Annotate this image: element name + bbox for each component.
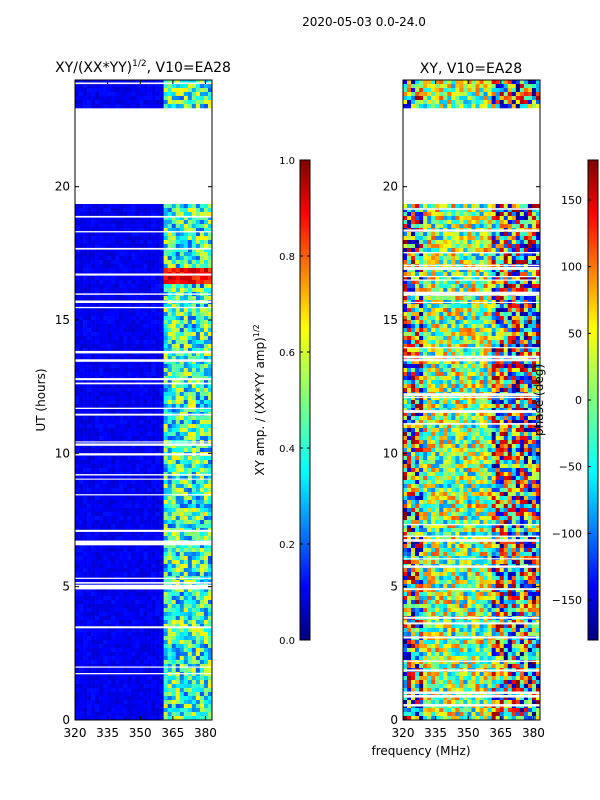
phase-panel-title: XY, V10=EA28 [420,61,522,77]
figure-suptitle: 2020-05-03 0.0-24.0 [302,15,426,29]
phase-x-ticks: 320 335 350 365 380 [392,80,545,740]
amplitude-y-axis-label: UT (hours) [34,368,48,431]
amplitude-heatmap [75,80,213,721]
amplitude-colorbar-tick-label: 0.6 [279,348,295,359]
phase-x-tick-label: 380 [522,726,545,740]
phase-colorbar-tick-label: 100 [561,261,582,274]
phase-colorbar-tick-label: −100 [552,527,582,540]
phase-x-tick-label: 320 [392,726,415,740]
phase-x-tick-label: 350 [457,726,480,740]
amplitude-y-ticks: 0 5 10 15 20 [55,180,212,727]
amplitude-colorbar-ticks: 0.0 0.2 0.4 0.6 0.8 1.0 [279,156,310,647]
phase-colorbar-label: phase (deg) [532,364,546,436]
amplitude-colorbar: 0.0 0.2 0.4 0.6 0.8 1.0 XY amp. / (XX*YY amp)… [252,156,311,647]
phase-colorbar: 150 100 50 0 −50 −100 −150 phase (deg) [532,159,599,641]
phase-heatmap [403,80,541,721]
phase-y-tick-label: 0 [390,713,398,727]
phase-panel: XY, V10=EA28 320 335 350 365 380 0 5 10 15 20 [383,61,545,740]
amplitude-x-tick-label: 365 [161,726,184,740]
amplitude-y-tick-label: 15 [55,313,70,327]
phase-colorbar-tick-label: 50 [568,327,582,340]
amplitude-colorbar-tick-label: 1.0 [279,156,295,167]
shared-x-axis-label: frequency (MHz) [371,744,470,758]
amplitude-colorbar-tick-label: 0.0 [279,636,295,647]
phase-x-tick-label: 335 [424,726,447,740]
phase-y-tick-label: 10 [383,446,398,460]
amplitude-colorbar-tick-label: 0.2 [279,540,295,551]
amplitude-y-tick-label: 10 [55,446,70,460]
phase-colorbar-tick-label: 150 [561,194,582,207]
amplitude-y-tick-label: 20 [55,180,70,194]
amplitude-panel: XY/(XX*YY)1/2, V10=EA28 320 335 350 365 380 … [34,59,231,740]
phase-colorbar-tick-label: −150 [552,594,582,607]
amplitude-colorbar-tick-label: 0.4 [279,444,295,455]
amplitude-x-tick-label: 320 [64,726,87,740]
phase-y-tick-label: 5 [390,580,398,594]
amplitude-colorbar-label: XY amp. / (XX*YY amp)1/2 [252,324,267,475]
amplitude-colorbar-tick-label: 0.8 [279,252,295,263]
phase-colorbar-tick-label: −50 [559,461,582,474]
amplitude-x-tick-label: 380 [194,726,217,740]
amplitude-y-tick-label: 5 [62,580,70,594]
phase-x-tick-label: 365 [489,726,512,740]
amplitude-x-ticks: 320 335 350 365 380 [64,80,217,740]
phase-y-tick-label: 20 [383,180,398,194]
phase-colorbar-ticks: 150 100 50 0 −50 −100 −150 [552,194,591,607]
amplitude-colorbar-bar [299,159,311,641]
amplitude-x-tick-label: 350 [129,726,152,740]
amplitude-axes-frame [74,79,213,721]
phase-axes-frame [402,79,541,721]
phase-y-tick-label: 15 [383,313,398,327]
amplitude-x-tick-label: 335 [96,726,119,740]
amplitude-panel-title: XY/(XX*YY)1/2, V10=EA28 [55,59,231,76]
phase-colorbar-tick-label: 0 [575,394,582,407]
amplitude-y-tick-label: 0 [62,713,70,727]
phase-y-ticks: 0 5 10 15 20 [383,180,540,727]
